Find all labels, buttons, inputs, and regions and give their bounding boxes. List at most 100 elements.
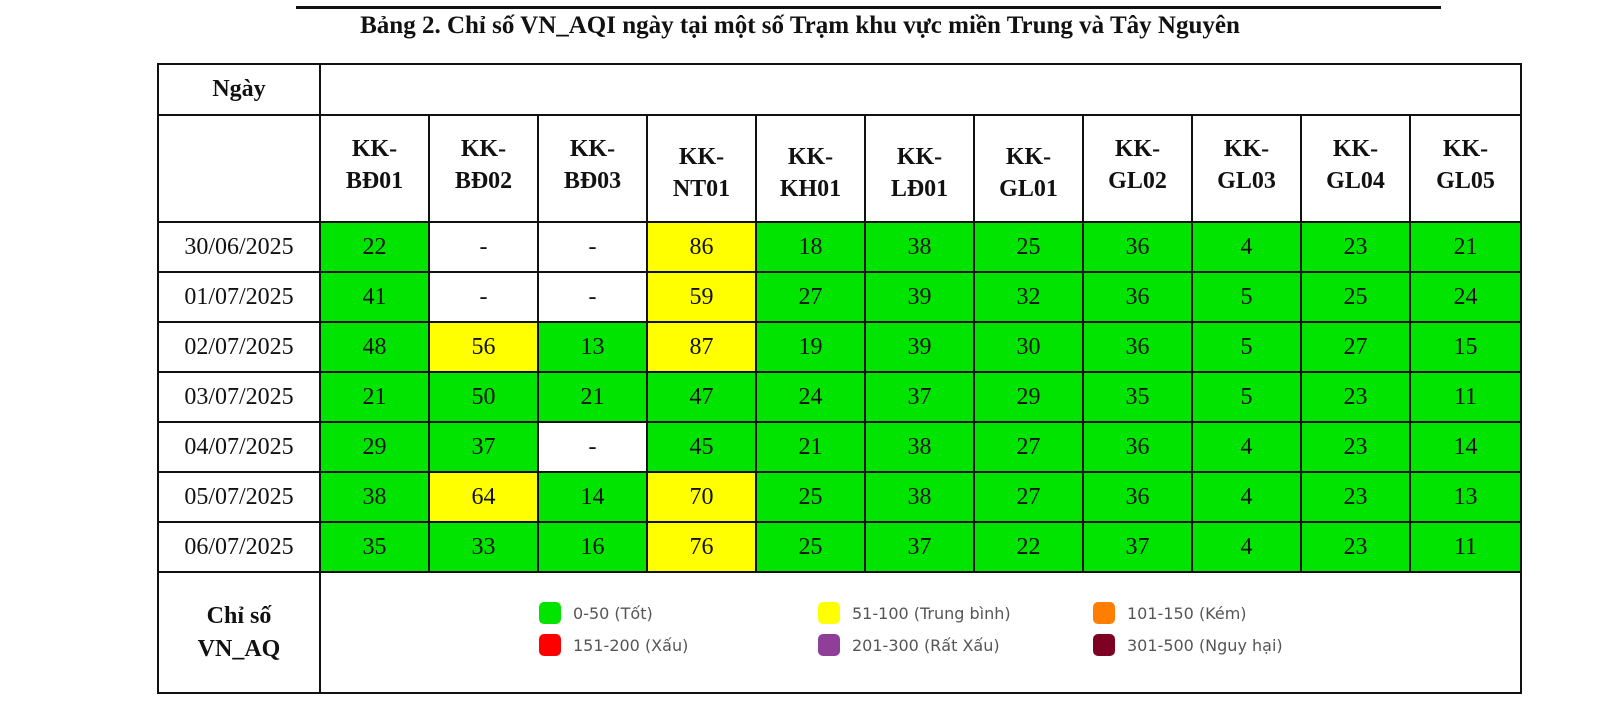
aqi-value-cell: 45 [646,421,757,473]
aqi-value-cell: 18 [755,221,866,273]
table-row: 01/07/2025 41- -59 27 39 32 36 5 25 24 [157,271,1522,323]
legend-item-label: 151-200 (Xấu) [573,635,689,655]
aqi-value-cell: 29 [319,421,430,473]
station-header: KK- GL02 [1082,114,1193,223]
legend-label-line: Chỉ số [206,602,272,629]
aqi-value-cell: 37 [864,521,975,573]
table-row: 04/07/2025 29 37-45 21 38 27 36 4 23 14 [157,421,1522,473]
legend-swatch [818,634,840,656]
aqi-value-cell: 59 [646,271,757,323]
station-header: KK- GL03 [1191,114,1302,223]
aqi-value-cell: 19 [755,321,866,373]
aqi-value-cell: 23 [1300,221,1411,273]
legend-swatch [1093,602,1115,624]
station-header: KK- GL05 [1409,114,1522,223]
aqi-value-cell: 36 [1082,471,1193,523]
aqi-value-cell: 4 [1191,521,1302,573]
aqi-value-cell: 25 [1300,271,1411,323]
aqi-value-cell: 64 [428,471,539,523]
aqi-value-cell: - [428,221,539,273]
aqi-value-cell: - [537,271,648,323]
station-header-line: KK- [460,135,507,162]
aqi-legend: 0-50 (Tốt) 51-100 (Trung bình) 101-150 (Ké… [322,574,1519,691]
aqi-value-cell: 13 [537,321,648,373]
legend-swatch [539,602,561,624]
aqi-value-cell: 29 [973,371,1084,423]
aqi-value-cell: 24 [755,371,866,423]
aqi-value-cell: 50 [428,371,539,423]
aqi-value-cell: 23 [1300,371,1411,423]
station-header: KK- GL01 [973,114,1084,223]
aqi-value-cell: 87 [646,321,757,373]
date-cell: 05/07/2025 [157,471,321,523]
aqi-value-cell: - [537,421,648,473]
station-header-line: BĐ01 [345,167,404,194]
legend-item: 51-100 (Trung bình) [818,602,1011,624]
legend-item: 201-300 (Rất Xấu) [818,634,1000,656]
aqi-value-cell: 27 [973,421,1084,473]
aqi-value-cell: 21 [755,421,866,473]
legend-item: 151-200 (Xấu) [539,634,688,656]
legend-label-line: VN_AQ [197,635,281,662]
station-header-line: LĐ01 [890,175,949,202]
header-row-date: Ngày [157,63,1522,116]
station-header-line: GL04 [1326,167,1385,194]
station-header-line: GL03 [1217,167,1276,194]
station-header-line: KK- [678,143,725,170]
aqi-value-cell: 16 [537,521,648,573]
date-cell: 30/06/2025 [157,221,321,273]
legend-item-label: 101-150 (Kém) [1127,603,1247,623]
aqi-value-cell: 38 [864,221,975,273]
aqi-value-cell: 41 [319,271,430,323]
aqi-value-cell: 5 [1191,371,1302,423]
legend-item: 301-500 (Nguy hại) [1093,634,1283,656]
aqi-value-cell: 13 [1409,471,1522,523]
legend-item-label: 0-50 (Tốt) [573,603,653,623]
aqi-value-cell: 76 [646,521,757,573]
date-header: Ngày [157,63,321,116]
aqi-value-cell: 48 [319,321,430,373]
aqi-value-cell: - [537,221,648,273]
aqi-value-cell: 4 [1191,421,1302,473]
aqi-value-cell: 37 [428,421,539,473]
station-header-line: KK- [896,143,943,170]
aqi-value-cell: 36 [1082,421,1193,473]
station-header: KK- LĐ01 [864,114,975,223]
aqi-value-cell: 33 [428,521,539,573]
aqi-value-cell: 21 [319,371,430,423]
station-header-line: GL01 [999,175,1058,202]
aqi-value-cell: 36 [1082,321,1193,373]
station-header-line: NT01 [672,175,731,202]
station-header-line: KH01 [779,175,842,202]
station-header-line: KK- [1114,135,1161,162]
station-header-line: KK- [1442,135,1489,162]
station-header: KK- GL04 [1300,114,1411,223]
station-header: KK- BĐ03 [537,114,648,223]
aqi-value-cell: 86 [646,221,757,273]
station-header-line: KK- [1332,135,1379,162]
aqi-value-cell: 25 [755,521,866,573]
legend-item-label: 201-300 (Rất Xấu) [852,635,1000,655]
aqi-value-cell: 56 [428,321,539,373]
aqi-value-cell: 14 [537,471,648,523]
aqi-value-cell: 11 [1409,371,1522,423]
station-group-header [319,63,1522,116]
table-row: 05/07/2025 38 64 14 70 25 38 27 36 4 23 13 [157,471,1522,523]
date-cell: 01/07/2025 [157,271,321,323]
aqi-value-cell: 27 [755,271,866,323]
legend-item: 101-150 (Kém) [1093,602,1247,624]
aqi-value-cell: 39 [864,321,975,373]
station-header-line: KK- [1005,143,1052,170]
station-header: KK- BĐ02 [428,114,539,223]
date-cell: 02/07/2025 [157,321,321,373]
aqi-table: Ngày KK- BĐ01 KK- BĐ02 KK- BĐ03 KK- NT01 KK- KH01… [157,63,1522,694]
aqi-value-cell: 32 [973,271,1084,323]
aqi-value-cell: 27 [1300,321,1411,373]
aqi-value-cell: 15 [1409,321,1522,373]
aqi-value-cell: 22 [319,221,430,273]
station-header-line: BĐ02 [454,167,513,194]
aqi-value-cell: - [428,271,539,323]
aqi-value-cell: 4 [1191,221,1302,273]
station-header: KK- BĐ01 [319,114,430,223]
aqi-value-cell: 25 [755,471,866,523]
